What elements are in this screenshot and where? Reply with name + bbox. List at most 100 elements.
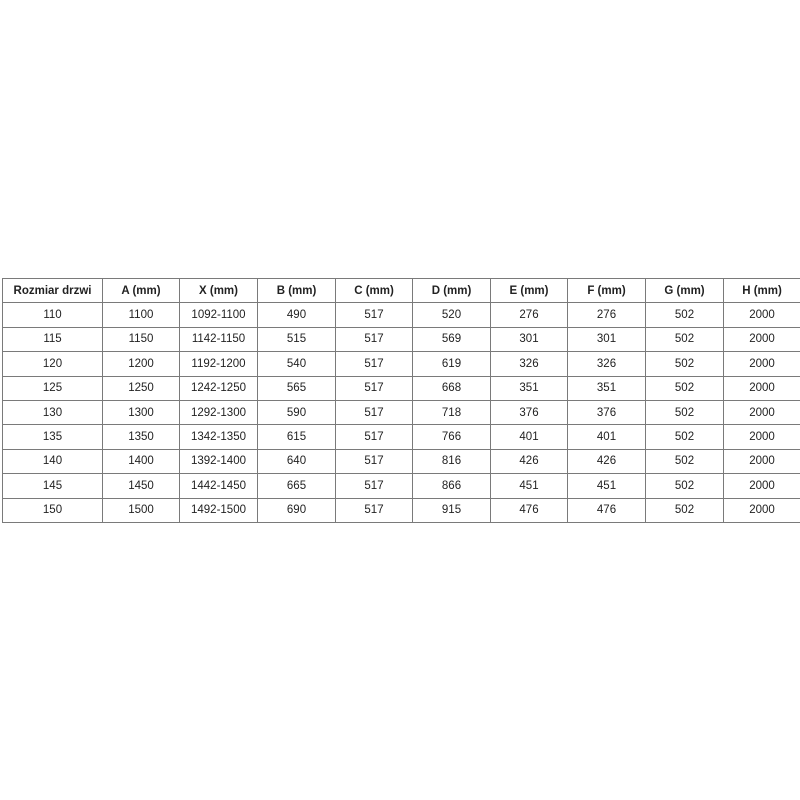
table-row: 110 1100 1092-1100 490 517 520 276 276 502 2000 — [2, 302, 800, 328]
table-cell: 140 — [2, 448, 103, 475]
table-row: 145 1450 1442-1450 665 517 866 451 451 502 2000 — [2, 473, 800, 499]
table-cell: 1392-1400 — [179, 448, 258, 475]
table-cell: 401 — [490, 424, 568, 450]
table-cell: 1442-1450 — [179, 473, 258, 499]
table-cell: 517 — [335, 448, 413, 475]
table-cell: 2000 — [723, 448, 800, 475]
table-cell: 451 — [490, 473, 568, 499]
table-cell: 569 — [412, 326, 491, 353]
table-cell: 517 — [335, 302, 413, 328]
column-header: X (mm) — [179, 277, 258, 304]
table-cell: 866 — [412, 473, 491, 499]
table-cell: 517 — [335, 473, 413, 499]
table-cell: 2000 — [723, 326, 800, 353]
table-cell: 110 — [2, 302, 103, 328]
table-cell: 517 — [335, 399, 413, 426]
table-cell: 502 — [645, 351, 724, 377]
table-cell: 1192-1200 — [179, 351, 258, 377]
header-row: Rozmiar drzwi A (mm) X (mm) B (mm) C (mm) D (… — [2, 277, 800, 304]
table-cell: 1500 — [102, 497, 180, 523]
table-cell: 517 — [335, 497, 413, 523]
table-cell: 1242-1250 — [179, 375, 258, 401]
table-cell: 668 — [412, 375, 491, 401]
table-cell: 276 — [567, 302, 646, 328]
table-cell: 150 — [2, 497, 103, 523]
table-cell: 1342-1350 — [179, 424, 258, 450]
table-cell: 1400 — [102, 448, 180, 475]
table-cell: 301 — [490, 326, 568, 353]
table-cell: 1350 — [102, 424, 180, 450]
table-cell: 915 — [412, 497, 491, 523]
table-cell: 476 — [567, 497, 646, 523]
table-cell: 1492-1500 — [179, 497, 258, 523]
table-cell: 490 — [257, 302, 336, 328]
column-header: E (mm) — [490, 277, 568, 304]
table-cell: 135 — [2, 424, 103, 450]
table-cell: 351 — [567, 375, 646, 401]
table-cell: 1092-1100 — [179, 302, 258, 328]
table-row: 150 1500 1492-1500 690 517 915 476 476 502 2000 — [2, 497, 800, 523]
table-cell: 1250 — [102, 375, 180, 401]
dimensions-table: Rozmiar drzwi A (mm) X (mm) B (mm) C (mm) D (… — [2, 277, 800, 523]
table-cell: 1292-1300 — [179, 399, 258, 426]
table-cell: 120 — [2, 351, 103, 377]
table-cell: 665 — [257, 473, 336, 499]
table-cell: 376 — [490, 399, 568, 426]
table-cell: 145 — [2, 473, 103, 499]
table-row: 130 1300 1292-1300 590 517 718 376 376 502 2000 — [2, 399, 800, 426]
table-cell: 502 — [645, 326, 724, 353]
table-cell: 520 — [412, 302, 491, 328]
column-header: F (mm) — [567, 277, 646, 304]
table-cell: 2000 — [723, 497, 800, 523]
column-header: B (mm) — [257, 277, 336, 304]
table-cell: 326 — [490, 351, 568, 377]
table-cell: 540 — [257, 351, 336, 377]
table-cell: 517 — [335, 424, 413, 450]
table-cell: 690 — [257, 497, 336, 523]
table-cell: 451 — [567, 473, 646, 499]
table-row: 140 1400 1392-1400 640 517 816 426 426 502 2000 — [2, 448, 800, 475]
table-cell: 426 — [567, 448, 646, 475]
table-cell: 426 — [490, 448, 568, 475]
table-cell: 2000 — [723, 424, 800, 450]
table-cell: 1150 — [102, 326, 180, 353]
table-row: 125 1250 1242-1250 565 517 668 351 351 502 2000 — [2, 375, 800, 401]
table-body: 110 1100 1092-1100 490 517 520 276 276 502 2000 11… — [2, 302, 800, 523]
table-cell: 115 — [2, 326, 103, 353]
table-cell: 2000 — [723, 375, 800, 401]
table-cell: 517 — [335, 375, 413, 401]
table-cell: 326 — [567, 351, 646, 377]
table-cell: 130 — [2, 399, 103, 426]
column-header: H (mm) — [723, 277, 800, 304]
column-header: D (mm) — [412, 277, 491, 304]
table-cell: 615 — [257, 424, 336, 450]
table-cell: 517 — [335, 326, 413, 353]
table-row: 115 1150 1142-1150 515 517 569 301 301 502 2000 — [2, 326, 800, 353]
table-cell: 1100 — [102, 302, 180, 328]
table-cell: 401 — [567, 424, 646, 450]
table-cell: 502 — [645, 302, 724, 328]
table-cell: 517 — [335, 351, 413, 377]
table-cell: 766 — [412, 424, 491, 450]
table-cell: 816 — [412, 448, 491, 475]
table-cell: 476 — [490, 497, 568, 523]
table-row: 120 1200 1192-1200 540 517 619 326 326 502 2000 — [2, 351, 800, 377]
table-cell: 276 — [490, 302, 568, 328]
table-cell: 351 — [490, 375, 568, 401]
column-header: A (mm) — [102, 277, 180, 304]
column-header: G (mm) — [645, 277, 724, 304]
table-row: 135 1350 1342-1350 615 517 766 401 401 502 2000 — [2, 424, 800, 450]
table-cell: 2000 — [723, 473, 800, 499]
table-cell: 619 — [412, 351, 491, 377]
table-cell: 301 — [567, 326, 646, 353]
table-cell: 590 — [257, 399, 336, 426]
table-cell: 376 — [567, 399, 646, 426]
table-cell: 1200 — [102, 351, 180, 377]
table-cell: 2000 — [723, 399, 800, 426]
table-cell: 502 — [645, 399, 724, 426]
table-cell: 1450 — [102, 473, 180, 499]
table-cell: 502 — [645, 448, 724, 475]
table-cell: 502 — [645, 424, 724, 450]
table-cell: 2000 — [723, 302, 800, 328]
table-cell: 2000 — [723, 351, 800, 377]
